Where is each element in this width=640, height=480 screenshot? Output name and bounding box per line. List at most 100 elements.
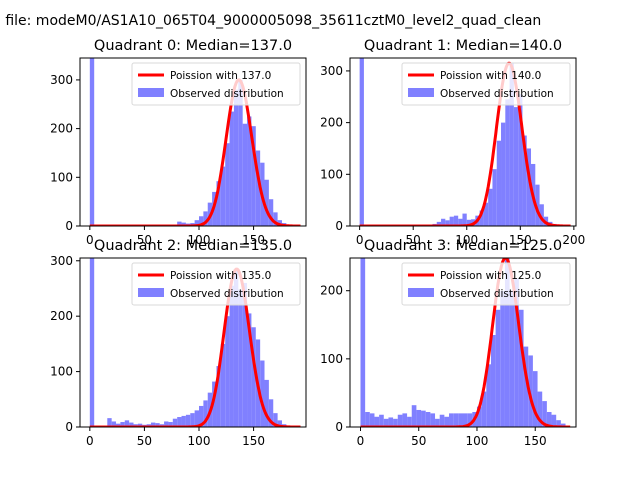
histogram-bar	[360, 258, 366, 427]
histogram-bar	[199, 216, 204, 226]
histogram-bar	[374, 416, 380, 427]
histogram-bar	[421, 410, 426, 427]
histogram-bar	[277, 220, 282, 226]
histogram-bar	[402, 413, 408, 427]
histogram-bar	[383, 418, 389, 427]
histogram-bar	[483, 202, 489, 226]
x-tick-label: 50	[411, 434, 426, 448]
histogram-bar	[359, 58, 364, 226]
histogram-bar	[492, 169, 497, 226]
histogram-bar	[556, 420, 561, 427]
legend-label-observed: Observed distribution	[440, 88, 554, 100]
y-tick-label: 0	[65, 219, 73, 233]
histogram-bar	[439, 414, 445, 427]
y-tick-label: 100	[50, 170, 73, 184]
histogram-bar	[509, 63, 514, 226]
legend: Poission with 137.0 Observed distribution	[131, 62, 301, 106]
histogram-bar	[526, 148, 532, 226]
subplot-quadrant-0: Quadrant 0: Median=137.0 0 50 100 150 0 100 200…	[50, 38, 307, 247]
histogram-bar	[177, 417, 182, 427]
histogram-bar	[476, 406, 482, 427]
histogram-bar	[168, 422, 173, 427]
histogram-bar	[107, 418, 112, 427]
histogram-bar	[251, 327, 256, 427]
histogram-bar	[496, 140, 502, 226]
x-tick-label: 150	[242, 233, 265, 247]
y-tick-label: 100	[320, 167, 343, 181]
histogram-bar	[453, 215, 459, 226]
histogram-bar	[260, 360, 265, 427]
histogram-bar	[397, 414, 403, 427]
histogram-bar	[481, 391, 487, 427]
plot-area	[360, 258, 571, 427]
histogram-bar	[504, 258, 510, 427]
histogram-bar	[247, 313, 252, 427]
histogram-bar	[379, 414, 384, 427]
subplot-title: Quadrant 1: Median=140.0	[364, 38, 562, 54]
x-tick-label: 150	[524, 434, 547, 448]
histogram-bar	[458, 413, 463, 427]
histogram-bar	[467, 413, 473, 427]
x-tick-label: 0	[86, 434, 94, 448]
histogram-bar	[546, 412, 552, 427]
histogram-bar	[129, 422, 134, 427]
histogram-bar	[490, 335, 496, 427]
histogram-bar	[264, 179, 269, 226]
legend-label-poisson: Poission with 125.0	[440, 270, 541, 282]
x-tick-label: 50	[137, 434, 152, 448]
histogram-bar	[369, 413, 375, 427]
histogram-bar	[264, 379, 269, 427]
histogram-bar	[137, 423, 143, 427]
x-tick-label: 50	[137, 233, 152, 247]
subplot-quadrant-1: Quadrant 1: Median=140.0 0 50 100 150 200 0 100…	[320, 38, 585, 247]
histogram-bar	[449, 413, 454, 427]
histogram-bar	[238, 289, 243, 427]
histogram-bar	[124, 420, 130, 427]
histogram-bar	[251, 126, 256, 226]
histogram-bar	[542, 401, 547, 427]
histogram-bar	[247, 116, 252, 226]
legend-label-poisson: Poission with 137.0	[170, 70, 271, 82]
histogram-bar	[500, 290, 505, 427]
axes-frame	[79, 257, 307, 428]
histogram-bar	[449, 216, 454, 226]
histogram-bar	[225, 316, 230, 427]
histogram-bar	[495, 309, 501, 427]
histogram-bar	[181, 415, 186, 427]
histogram-bar	[203, 400, 208, 427]
x-tick-label: 150	[509, 233, 532, 247]
legend: Poission with 140.0 Observed distribution	[401, 62, 571, 106]
legend-frame	[131, 262, 301, 306]
histogram-bar	[120, 422, 125, 427]
histogram-bar	[194, 220, 200, 226]
histogram-bar	[522, 135, 527, 226]
histogram-bar	[181, 222, 186, 226]
x-tick-label: 100	[466, 434, 489, 448]
histogram-bar	[216, 181, 221, 226]
histogram-bar	[225, 143, 230, 226]
histogram-bar	[462, 213, 467, 226]
subplot-quadrant-3: Quadrant 3: Median=125.0 0 50 100 150 0 100 200…	[320, 238, 577, 448]
legend: Poission with 135.0 Observed distribution	[131, 262, 301, 306]
x-tick-label: 150	[242, 434, 265, 448]
histogram-bar	[199, 405, 204, 427]
y-tick-label: 0	[65, 420, 73, 434]
histogram-bar	[268, 399, 274, 427]
x-tick-label: 100	[455, 233, 478, 247]
x-tick-label: 50	[406, 233, 421, 247]
histogram-bar	[365, 412, 370, 427]
histogram-bar	[532, 371, 538, 427]
histogram-bar	[435, 418, 440, 427]
histogram-bar	[441, 218, 446, 226]
histogram-bar	[116, 423, 121, 427]
legend: Poission with 125.0 Observed distribution	[401, 262, 571, 306]
histogram-bar	[393, 418, 398, 427]
histogram-bar	[458, 218, 463, 226]
x-tick-label: 0	[357, 434, 365, 448]
y-tick-label: 0	[335, 219, 343, 233]
histogram-bar	[172, 418, 178, 427]
histogram-bar	[89, 258, 95, 427]
histogram-bar	[411, 405, 417, 427]
histogram-bar	[111, 421, 117, 427]
x-tick-label: 0	[356, 233, 364, 247]
